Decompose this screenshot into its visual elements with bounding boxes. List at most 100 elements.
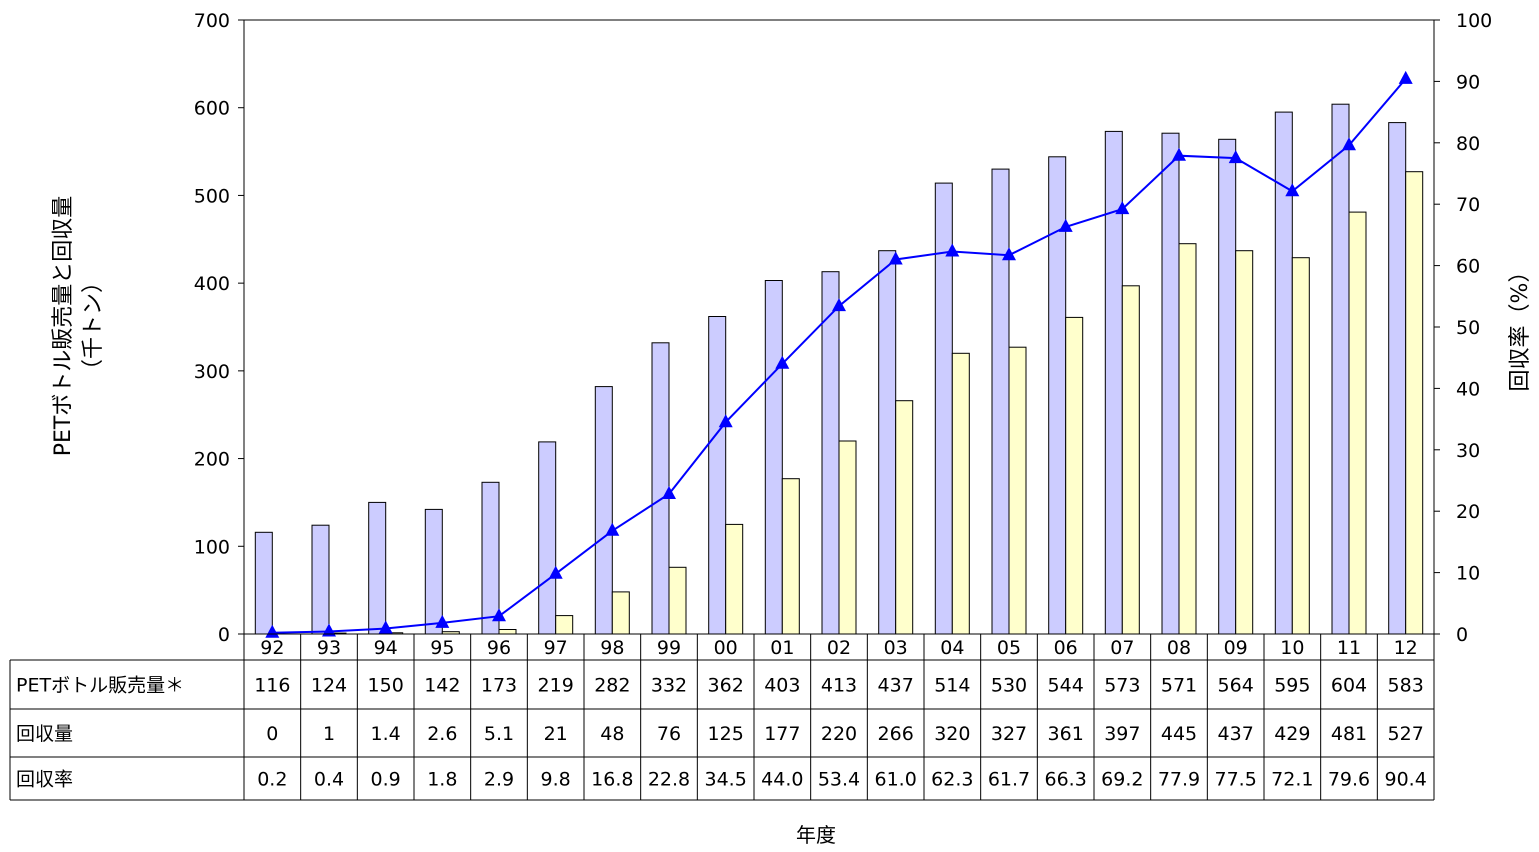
sales-bar-99 (651, 342, 670, 635)
recovered-bar-03 (895, 400, 914, 635)
rate-marker-93 (322, 623, 336, 637)
cell-0-08: 571 (1161, 675, 1197, 697)
category-label-05: 05 (997, 637, 1021, 659)
recovered-bar-00 (725, 523, 744, 635)
row-header-1: 回収量 (16, 723, 73, 745)
cell-2-97: 9.8 (541, 769, 571, 791)
right-tick-label-90: 90 (1456, 71, 1480, 93)
recovered-bar-10 (1291, 257, 1310, 635)
rate-marker-97 (548, 565, 563, 579)
category-label-03: 03 (884, 637, 908, 659)
rate-marker-95 (435, 614, 450, 628)
right-tick-label-10: 10 (1456, 563, 1480, 585)
sales-bar-93 (311, 524, 330, 635)
sales-bar-94 (368, 501, 387, 635)
cell-1-02: 220 (821, 723, 857, 745)
rate-marker-98 (605, 522, 620, 536)
right-tick-label-30: 30 (1456, 440, 1480, 462)
sales-bar-96 (481, 481, 500, 635)
rate-marker-09 (1228, 150, 1243, 164)
rate-marker-12 (1398, 70, 1413, 84)
category-label-97: 97 (544, 637, 568, 659)
cell-2-98: 16.8 (591, 769, 633, 791)
cell-2-94: 0.9 (371, 769, 401, 791)
rate-marker-00 (718, 414, 733, 428)
cell-0-11: 604 (1331, 675, 1367, 697)
recovered-bar-05 (1008, 346, 1027, 635)
cell-2-99: 22.8 (648, 769, 690, 791)
sales-bar-11 (1331, 103, 1350, 635)
rate-marker-11 (1342, 137, 1356, 151)
category-label-00: 00 (714, 637, 738, 659)
cell-0-01: 403 (764, 675, 800, 697)
cell-1-07: 397 (1104, 723, 1140, 745)
category-label-11: 11 (1337, 637, 1361, 659)
cell-2-07: 69.2 (1101, 769, 1143, 791)
cell-1-10: 429 (1274, 723, 1310, 745)
recovered-bar-02 (838, 440, 857, 635)
cell-2-06: 66.3 (1045, 769, 1087, 791)
category-label-04: 04 (940, 637, 964, 659)
sales-bar-92 (254, 531, 273, 635)
cell-2-03: 61.0 (875, 769, 917, 791)
right-tick-label-100: 100 (1456, 10, 1492, 32)
recovered-bar-07 (1121, 285, 1140, 635)
cell-1-94: 1.4 (371, 723, 401, 745)
category-label-96: 96 (487, 637, 511, 659)
cell-2-01: 44.0 (761, 769, 803, 791)
left-tick-label-300: 300 (194, 361, 230, 383)
recovered-bar-09 (1235, 250, 1254, 635)
cell-0-94: 150 (368, 675, 404, 697)
cell-1-05: 327 (991, 723, 1027, 745)
sales-bar-12 (1388, 122, 1407, 635)
cell-1-96: 5.1 (484, 723, 514, 745)
sales-bar-98 (594, 386, 613, 635)
cell-2-11: 79.6 (1328, 769, 1370, 791)
recovered-bars (328, 171, 1424, 635)
cell-2-12: 90.4 (1385, 769, 1427, 791)
right-tick-label-40: 40 (1456, 378, 1480, 400)
left-axis-title-line1: PETボトル販売量と回収量 (51, 196, 76, 457)
cell-1-12: 527 (1388, 723, 1424, 745)
left-tick-label-500: 500 (194, 185, 230, 207)
cell-2-08: 77.9 (1158, 769, 1200, 791)
rate-marker-08 (1172, 147, 1186, 161)
left-axis-title-line2: （千トン） (81, 271, 106, 381)
cell-2-96: 2.9 (484, 769, 514, 791)
rate-marker-02 (832, 298, 846, 312)
cell-2-02: 53.4 (818, 769, 860, 791)
category-label-06: 06 (1054, 637, 1078, 659)
cell-0-92: 116 (254, 675, 290, 697)
category-label-10: 10 (1280, 637, 1304, 659)
cell-1-11: 481 (1331, 723, 1367, 745)
rate-marker-99 (662, 486, 676, 499)
cell-2-93: 0.4 (314, 769, 344, 791)
recovered-bar-97 (555, 615, 574, 635)
category-label-09: 09 (1224, 637, 1248, 659)
sales-bars (254, 103, 1407, 635)
rate-marker-92 (265, 624, 280, 638)
rate-line (265, 70, 1413, 638)
cell-0-06: 544 (1048, 675, 1084, 697)
cell-1-00: 125 (708, 723, 744, 745)
sales-bar-97 (538, 441, 557, 635)
cell-2-04: 62.3 (931, 769, 973, 791)
rate-marker-94 (378, 620, 393, 634)
sales-bar-05 (991, 168, 1010, 635)
right-tick-label-70: 70 (1456, 194, 1480, 216)
rate-marker-07 (1115, 201, 1130, 215)
recovered-bar-98 (611, 591, 630, 635)
cell-1-04: 320 (934, 723, 970, 745)
cell-0-09: 564 (1218, 675, 1254, 697)
recovered-bar-06 (1065, 316, 1084, 635)
cell-1-97: 21 (544, 723, 568, 745)
cell-2-95: 1.8 (427, 769, 457, 791)
cell-2-09: 77.5 (1215, 769, 1257, 791)
cell-0-95: 142 (424, 675, 460, 697)
sales-bar-02 (821, 271, 840, 635)
cell-1-09: 437 (1218, 723, 1254, 745)
category-label-01: 01 (770, 637, 794, 659)
cell-2-10: 72.1 (1271, 769, 1313, 791)
category-label-93: 93 (317, 637, 341, 659)
